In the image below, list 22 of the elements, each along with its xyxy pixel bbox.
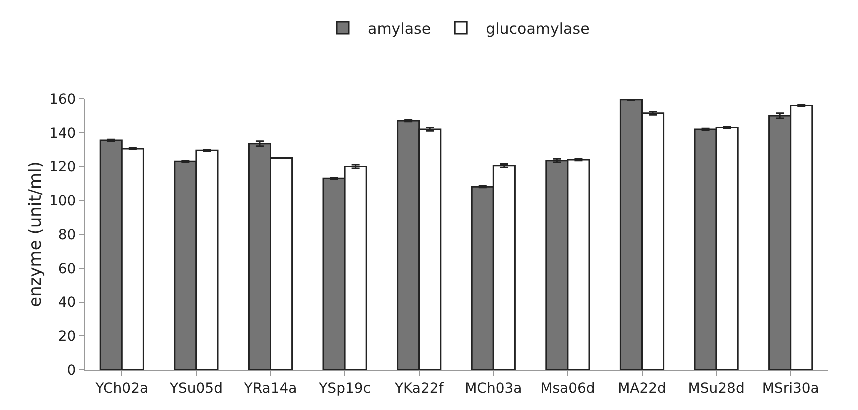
x-tick-label: YSu05d (168, 380, 223, 397)
legend-label: amylase (368, 20, 432, 38)
x-tick-label: Msa06d (540, 380, 596, 397)
x-tick-label: YRa14a (243, 380, 298, 397)
y-tick-label: 120 (49, 160, 76, 176)
y-tick-label: 80 (58, 227, 76, 244)
y-tick-label: 60 (58, 261, 76, 278)
y-tick-label: 160 (49, 92, 76, 108)
y-tick-label: 100 (49, 194, 76, 210)
y-tick-label: 20 (58, 329, 76, 346)
y-axis-title: enzyme (unit/ml) (26, 162, 46, 308)
x-tick-label: MSu28d (688, 380, 745, 397)
x-tick-label: YKa22f (394, 380, 445, 397)
x-tick-label: YCh02a (94, 380, 149, 397)
x-tick-label: MSri30a (762, 380, 820, 397)
legend-label: glucoamylase (486, 20, 590, 38)
x-tick-label: MCh03a (465, 380, 522, 397)
y-tick-label: 140 (49, 126, 76, 142)
x-tick-label: YSp19c (318, 380, 371, 397)
y-tick-label: 40 (58, 295, 76, 312)
x-tick-label: MA22d (618, 380, 666, 397)
y-tick-label: 0 (67, 362, 76, 379)
